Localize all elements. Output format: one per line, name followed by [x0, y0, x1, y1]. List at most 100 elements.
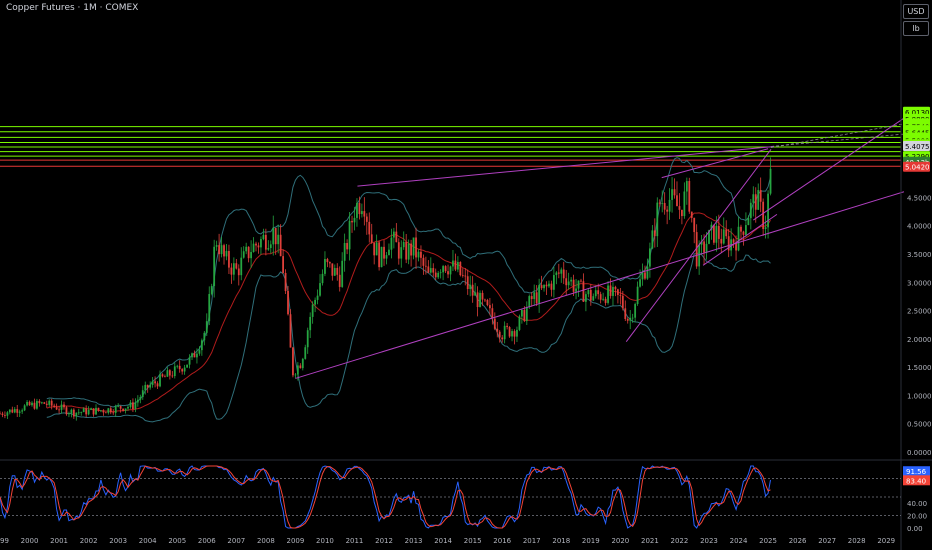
candle-body: [213, 246, 216, 287]
candle-body: [4, 414, 6, 416]
candle-body: [321, 273, 324, 284]
candle-body: [466, 276, 469, 290]
candle-body: [375, 242, 378, 256]
candle-body: [45, 403, 48, 405]
candle-body: [112, 412, 115, 414]
candle-body: [186, 364, 188, 368]
candle-body: [6, 412, 9, 416]
candle-body: [481, 292, 484, 300]
unit-selector[interactable]: lb: [903, 21, 929, 36]
candle-body: [43, 402, 46, 404]
candle-body: [176, 365, 179, 367]
candle-body: [200, 340, 203, 351]
candle-body: [671, 189, 673, 200]
candle-body: [639, 279, 641, 287]
candle-body: [587, 289, 590, 295]
candle-body: [388, 249, 390, 256]
candle-body: [58, 409, 60, 411]
candle-body: [607, 285, 609, 303]
candle-body: [230, 267, 233, 275]
candle-body: [454, 260, 457, 270]
candle-body: [555, 272, 558, 276]
candle-body: [420, 251, 422, 258]
trendline: [357, 145, 775, 187]
candle-body: [269, 244, 272, 249]
candle-body: [732, 239, 735, 243]
price-tick-label: 4.0000: [907, 223, 932, 231]
candle-body: [525, 307, 528, 322]
candle-body: [38, 400, 41, 404]
candle-body: [715, 225, 718, 243]
candle-body: [594, 290, 597, 297]
candle-body: [678, 206, 681, 210]
stoch-tick-label: 0.00: [907, 525, 923, 533]
candle-body: [503, 325, 506, 340]
candle-body: [621, 295, 624, 309]
candle-body: [124, 408, 127, 411]
candle-body: [370, 234, 373, 243]
candle-body: [530, 296, 533, 300]
candle-body: [703, 241, 705, 253]
candle-body: [336, 267, 339, 275]
candle-body: [759, 190, 762, 202]
candle-body: [385, 255, 388, 259]
candle-body: [580, 280, 582, 282]
candle-body: [104, 412, 107, 414]
candle-body: [533, 292, 536, 300]
candle-body: [740, 226, 742, 232]
candle-body: [306, 330, 309, 348]
candle-body: [560, 269, 563, 274]
candle-body: [584, 294, 587, 302]
candle-body: [486, 300, 489, 306]
candle-body: [53, 405, 56, 407]
candle-body: [651, 230, 654, 249]
candle-body: [341, 260, 344, 287]
candle-body: [299, 365, 302, 369]
candle-body: [173, 366, 176, 377]
candle-body: [33, 402, 36, 409]
candle-body: [117, 405, 120, 407]
candle-body: [764, 227, 767, 229]
candle-body: [735, 242, 737, 251]
candle-body: [649, 248, 651, 267]
candle-body: [538, 285, 541, 304]
candle-body: [210, 286, 213, 294]
candle-body: [634, 304, 637, 318]
currency-selector[interactable]: USD: [903, 4, 929, 19]
candle-body: [673, 189, 676, 196]
candle-body: [247, 246, 250, 259]
candle-body: [225, 250, 228, 257]
candle-body: [745, 225, 747, 235]
candle-body: [97, 407, 100, 411]
candle-body: [493, 318, 496, 329]
candle-body: [144, 384, 147, 391]
candle-body: [471, 284, 474, 296]
projection-line: [770, 123, 905, 149]
candle-body: [668, 199, 671, 212]
candle-body: [410, 243, 413, 256]
candle-body: [575, 288, 577, 292]
candle-body: [427, 266, 430, 273]
candle-body: [572, 279, 575, 292]
candle-body: [720, 238, 723, 244]
candle-body: [599, 294, 602, 300]
candle-body: [205, 321, 208, 333]
candle-body: [432, 268, 435, 273]
candle-body: [395, 231, 398, 243]
stoch-tick-label: 20.00: [907, 513, 927, 521]
year-tick-label: 2010: [316, 537, 334, 545]
candle-body: [132, 402, 134, 410]
candle-body: [567, 281, 570, 286]
candle-body: [282, 256, 285, 273]
candle-body: [658, 202, 661, 204]
candle-body: [476, 292, 479, 307]
candle-body: [208, 293, 211, 322]
candle-body: [181, 369, 184, 372]
price-tag-label: 6.0130: [905, 109, 930, 117]
candle-body: [612, 286, 614, 296]
candle-body: [262, 234, 265, 240]
candle-body: [0, 413, 1, 415]
candle-body: [164, 376, 166, 378]
